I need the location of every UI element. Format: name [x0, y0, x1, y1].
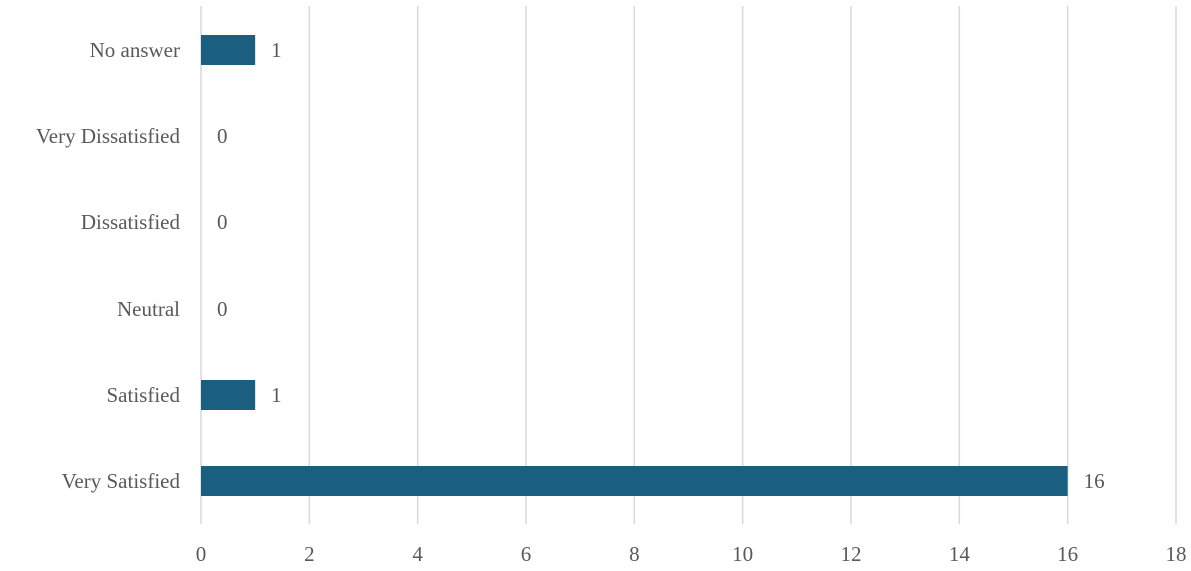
x-tick-label: 4 [412, 542, 423, 566]
x-tick-labels: 0 2 4 6 8 10 12 14 16 18 [196, 542, 1187, 566]
category-label: Satisfied [107, 383, 181, 407]
x-tick-label: 8 [629, 542, 640, 566]
x-tick-label: 18 [1166, 542, 1187, 566]
category-label: No answer [90, 38, 180, 62]
data-label: 1 [271, 383, 282, 407]
grid-lines [200, 6, 1177, 524]
data-label: 1 [271, 38, 282, 62]
category-label: Neutral [117, 297, 180, 321]
x-tick-label: 0 [196, 542, 207, 566]
x-tick-label: 2 [304, 542, 315, 566]
category-label: Dissatisfied [81, 210, 181, 234]
bar [201, 466, 1068, 496]
bars [201, 35, 1068, 496]
category-label: Very Satisfied [62, 469, 181, 493]
data-label: 0 [217, 210, 228, 234]
x-tick-label: 14 [949, 542, 971, 566]
data-label: 0 [217, 297, 228, 321]
category-label: Very Dissatisfied [36, 124, 181, 148]
bar [201, 380, 256, 410]
data-label: 16 [1084, 469, 1105, 493]
bar [201, 35, 256, 65]
category-labels: No answer Very Dissatisfied Dissatisfied Ne… [36, 38, 181, 493]
data-labels: 1 0 0 0 1 16 [217, 38, 1105, 493]
x-tick-label: 6 [521, 542, 532, 566]
data-label: 0 [217, 124, 228, 148]
x-tick-label: 10 [732, 542, 753, 566]
x-tick-label: 16 [1057, 542, 1078, 566]
x-tick-label: 12 [841, 542, 862, 566]
